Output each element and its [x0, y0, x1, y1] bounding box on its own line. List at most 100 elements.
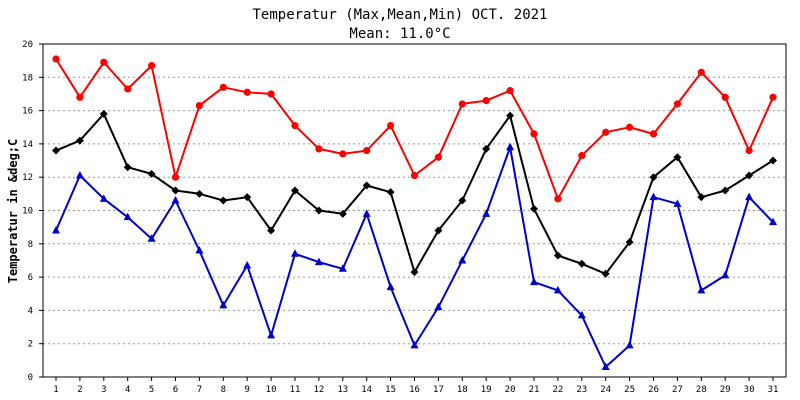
point-min-day-8: [219, 300, 228, 309]
x-tick-label-14: 14: [361, 385, 372, 395]
point-min-day-29: [721, 270, 730, 279]
point-min-day-19: [482, 209, 491, 217]
point-mean-day-10: [267, 226, 276, 235]
point-mean-day-27: [673, 153, 682, 162]
x-tick-label-21: 21: [529, 385, 540, 395]
point-mean-day-31: [769, 156, 777, 165]
point-max-day-7: [195, 102, 203, 110]
x-tick-label-6: 6: [173, 385, 178, 395]
point-mean-day-25: [625, 238, 634, 247]
point-max-day-24: [602, 128, 610, 136]
point-max-day-25: [626, 123, 634, 131]
y-tick-label-6: 6: [28, 273, 33, 283]
point-min-day-27: [673, 199, 682, 207]
point-max-day-3: [100, 58, 108, 66]
point-mean-day-12: [314, 206, 323, 215]
point-max-day-15: [387, 121, 395, 130]
x-tick-label-22: 22: [552, 385, 563, 395]
y-tick-label-14: 14: [22, 140, 33, 150]
point-max-day-29: [721, 93, 729, 101]
x-tick-label-1: 1: [53, 385, 58, 395]
y-tick-label-18: 18: [22, 73, 33, 83]
point-min-day-21: [530, 277, 538, 286]
x-tick-label-29: 29: [720, 385, 731, 395]
point-mean-day-18: [458, 196, 467, 205]
point-max-day-22: [554, 195, 562, 203]
series-layer: [52, 55, 777, 371]
point-max-day-10: [267, 90, 275, 98]
point-mean-day-24: [601, 269, 610, 278]
chart-title: Temperatur (Max,Mean,Min) OCT. 2021: [252, 7, 547, 23]
x-tick-label-23: 23: [576, 385, 587, 395]
x-tick-label-16: 16: [409, 385, 420, 395]
point-max-day-1: [52, 55, 60, 63]
x-tick-label-20: 20: [505, 385, 516, 395]
point-mean-day-9: [243, 193, 252, 202]
series-line-min: [55, 146, 774, 368]
point-min-day-25: [625, 340, 634, 349]
point-min-day-30: [745, 192, 754, 201]
point-mean-day-23: [577, 259, 586, 268]
x-tick-label-24: 24: [600, 385, 611, 395]
y-tick-label-2: 2: [28, 340, 33, 350]
point-min-day-5: [147, 234, 156, 242]
point-max-day-11: [291, 121, 299, 130]
x-tick-label-4: 4: [125, 385, 130, 395]
grid-layer: [43, 76, 786, 345]
x-tick-label-3: 3: [101, 385, 106, 395]
point-mean-day-14: [362, 181, 371, 190]
x-tick-label-25: 25: [624, 385, 635, 395]
point-mean-day-16: [410, 268, 419, 277]
point-min-day-14: [362, 209, 371, 217]
point-max-day-9: [243, 88, 251, 96]
x-tick-label-27: 27: [672, 385, 683, 395]
x-tick-label-28: 28: [696, 385, 707, 395]
point-max-day-27: [673, 100, 682, 108]
point-min-day-7: [195, 245, 204, 254]
point-min-day-3: [99, 194, 108, 202]
point-min-day-10: [267, 330, 276, 339]
point-max-day-23: [578, 151, 586, 160]
point-max-day-30: [745, 146, 753, 155]
y-tick-label-10: 10: [22, 207, 33, 217]
point-mean-day-7: [195, 189, 204, 198]
point-mean-day-3: [99, 109, 108, 118]
point-min-day-6: [171, 196, 180, 204]
point-mean-day-1: [52, 146, 60, 155]
x-tick-label-9: 9: [244, 385, 249, 395]
point-max-day-26: [649, 130, 658, 138]
point-max-day-16: [410, 171, 419, 180]
chart-subtitle: Mean: 11.0°C: [349, 26, 450, 42]
point-min-day-20: [506, 142, 515, 151]
y-tick-label-12: 12: [22, 173, 33, 183]
point-mean-day-8: [219, 196, 228, 205]
point-min-day-1: [52, 225, 60, 234]
point-min-day-2: [75, 171, 84, 179]
point-mean-day-15: [386, 188, 395, 197]
point-max-day-5: [148, 62, 156, 70]
point-min-day-12: [314, 257, 323, 266]
point-mean-day-11: [291, 186, 299, 195]
x-tick-label-19: 19: [481, 385, 492, 395]
point-mean-day-6: [171, 186, 180, 195]
x-tick-label-12: 12: [313, 385, 324, 395]
point-max-day-4: [124, 85, 132, 93]
point-min-day-15: [386, 282, 395, 291]
point-mean-day-2: [75, 136, 84, 145]
point-mean-day-26: [649, 173, 658, 182]
point-min-day-4: [123, 212, 132, 221]
point-mean-day-13: [338, 209, 347, 218]
point-max-day-6: [171, 173, 180, 181]
point-mean-day-5: [147, 169, 156, 178]
point-max-day-13: [339, 150, 347, 158]
point-min-day-13: [338, 264, 347, 272]
point-min-day-18: [458, 255, 467, 264]
point-max-day-17: [434, 153, 442, 161]
point-max-day-31: [769, 93, 777, 101]
point-mean-day-21: [530, 204, 538, 213]
point-max-day-14: [363, 146, 371, 155]
point-max-day-19: [482, 97, 490, 105]
